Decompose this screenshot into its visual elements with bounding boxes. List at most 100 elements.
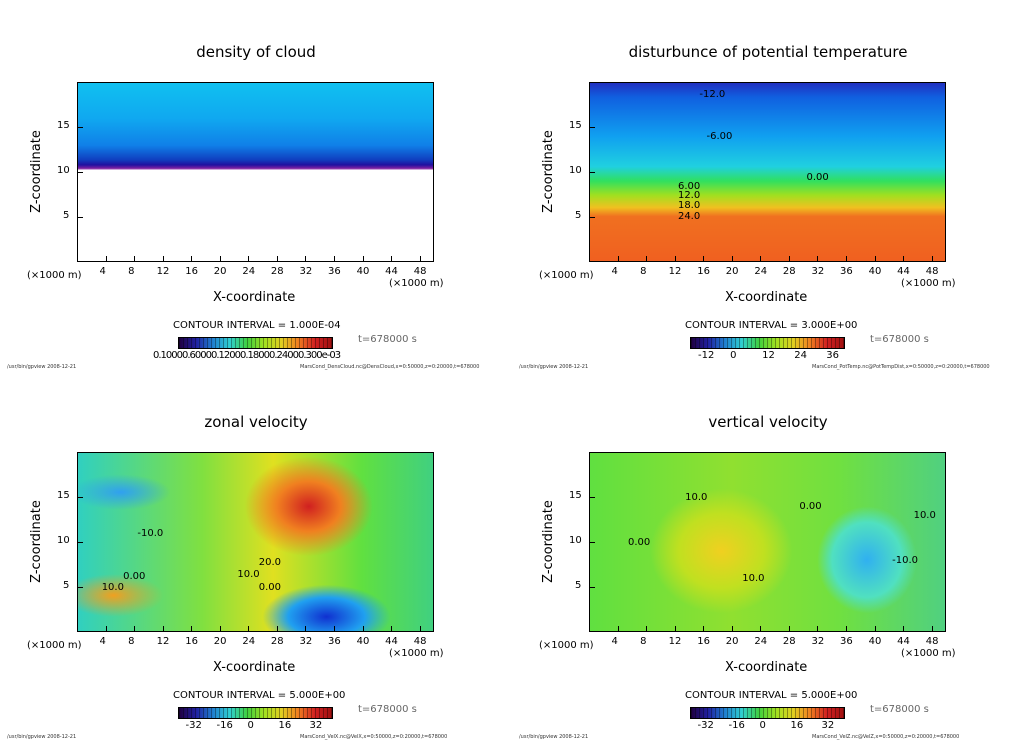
x-tick-label: 16 [697, 636, 710, 647]
x-tick-mark [248, 256, 250, 262]
x-tick-mark [162, 626, 164, 632]
x-tick-mark [248, 626, 250, 632]
y-tick-mark [77, 172, 83, 173]
contour-label: 10.0 [742, 573, 765, 584]
footer-right: MarsCond_VelX.nc@VelX,x=0:50000,z=0:2000… [300, 734, 448, 740]
x-tick-mark [846, 256, 848, 262]
x-tick-label: 20 [213, 266, 227, 277]
x-tick-label: 12 [156, 636, 170, 647]
contour-label: -12.0 [699, 88, 726, 100]
x-tick-mark [362, 626, 364, 632]
contour-label: 0.00 [799, 501, 822, 512]
x-unit-left: (×1000 m) [27, 640, 82, 651]
y-axis-label: Z-coordinate [28, 500, 44, 583]
x-axis-label: X-coordinate [725, 290, 808, 305]
x-tick-label: 48 [925, 636, 939, 647]
y-axis-label: Z-coordinate [28, 130, 44, 213]
y-tick-mark [77, 217, 83, 218]
x-tick-label: 32 [299, 636, 313, 647]
x-tick-label: 44 [897, 266, 910, 277]
x-tick-mark [674, 626, 676, 632]
colorbar-tick-label: 24 [794, 350, 807, 361]
x-tick-mark [305, 256, 307, 262]
x-tick-mark [931, 626, 933, 632]
contour-label: 6.00 [677, 180, 701, 192]
x-tick-mark [874, 626, 876, 632]
x-tick-label: 36 [840, 636, 853, 647]
colorbar-tick-label: 0 [730, 350, 737, 361]
y-tick-mark [589, 172, 595, 173]
colorbar-tick-label: 32 [309, 720, 323, 731]
colorbar [178, 337, 333, 349]
x-tick-mark [817, 256, 819, 262]
colorbar-tick-label: -32 [185, 720, 202, 731]
x-tick-label: 24 [754, 266, 768, 277]
x-unit-right: (×1000 m) [901, 648, 956, 659]
x-tick-mark [788, 626, 790, 632]
x-tick-mark [276, 256, 278, 262]
x-tick-label: 28 [270, 636, 284, 647]
x-tick-mark [817, 626, 819, 632]
colorbar [690, 337, 845, 349]
x-tick-label: 12 [668, 636, 682, 647]
y-tick-mark [589, 127, 595, 128]
colorbar-tick-label: 36 [826, 350, 840, 361]
y-tick-label: 10 [569, 165, 582, 176]
x-tick-label: 40 [868, 266, 882, 277]
x-tick-mark [617, 256, 619, 262]
x-tick-label: 40 [868, 636, 882, 647]
contour-label: -10.0 [137, 528, 164, 539]
contour-interval: CONTOUR INTERVAL = 5.000E+00 [685, 690, 858, 701]
y-tick-label: 10 [569, 535, 582, 546]
y-tick-label: 5 [575, 580, 582, 591]
x-tick-mark [674, 256, 676, 262]
chart-title: density of cloud [196, 43, 316, 61]
x-tick-mark [276, 626, 278, 632]
x-tick-mark [334, 256, 336, 262]
colorbar [690, 707, 845, 719]
colorbar-tick-label: 0 [247, 720, 254, 731]
x-tick-mark [731, 256, 733, 262]
x-tick-label: 32 [299, 266, 313, 277]
chart-panel: density of cloud 4 8 12 16 20 24 28 32 36 40 44 48 5 1… [0, 0, 512, 370]
footer-right: MarsCond_VelZ.nc@VelZ,x=0:50000,z=0:2000… [812, 734, 960, 740]
colorbar-tick-label: 0 [759, 720, 766, 731]
contour-interval: CONTOUR INTERVAL = 5.000E+00 [173, 690, 346, 701]
contour-label: 10.0 [685, 492, 708, 503]
x-tick-mark [903, 256, 905, 262]
y-tick-label: 10 [57, 165, 70, 176]
x-tick-mark [703, 626, 705, 632]
plot-area: -10.0 0.00 10.0 20.0 10.0 0.00 [77, 452, 434, 632]
x-tick-label: 16 [185, 636, 198, 647]
x-tick-label: 8 [128, 636, 135, 647]
footer-right: MarsCond_DensCloud.nc@DensCloud,x=0:5000… [300, 364, 480, 370]
x-tick-mark [846, 626, 848, 632]
chart-panel: disturbunce of potential temperature -12.… [512, 0, 1024, 370]
x-tick-mark [760, 626, 762, 632]
contour-label: 20.0 [258, 556, 282, 568]
x-tick-mark [703, 256, 705, 262]
x-tick-mark [219, 256, 221, 262]
colorbar-tick-label: -16 [216, 720, 233, 731]
x-tick-label: 8 [128, 266, 135, 277]
x-tick-mark [134, 626, 136, 632]
x-tick-mark [305, 626, 307, 632]
contour-label: 0.00 [123, 571, 146, 583]
x-tick-label: 40 [356, 266, 370, 277]
x-tick-mark [903, 626, 905, 632]
chart-title: vertical velocity [708, 413, 828, 431]
contour-label: 12.0 [677, 190, 701, 202]
x-axis-label: X-coordinate [725, 660, 808, 675]
footer-left: /usr/bin/gpview 2008-12-21 [7, 734, 77, 740]
x-tick-mark [646, 626, 648, 632]
x-tick-label: 36 [328, 636, 341, 647]
x-tick-label: 16 [697, 266, 710, 277]
footer-right: MarsCond_PotTemp.nc@PotTempDist,x=0:5000… [812, 364, 990, 370]
x-tick-mark [334, 626, 336, 632]
x-tick-mark [105, 256, 107, 262]
colorbar-tick-label: 32 [821, 720, 835, 731]
x-tick-label: 16 [185, 266, 198, 277]
x-tick-mark [191, 256, 193, 262]
y-tick-mark [77, 587, 83, 588]
x-tick-label: 44 [385, 266, 398, 277]
